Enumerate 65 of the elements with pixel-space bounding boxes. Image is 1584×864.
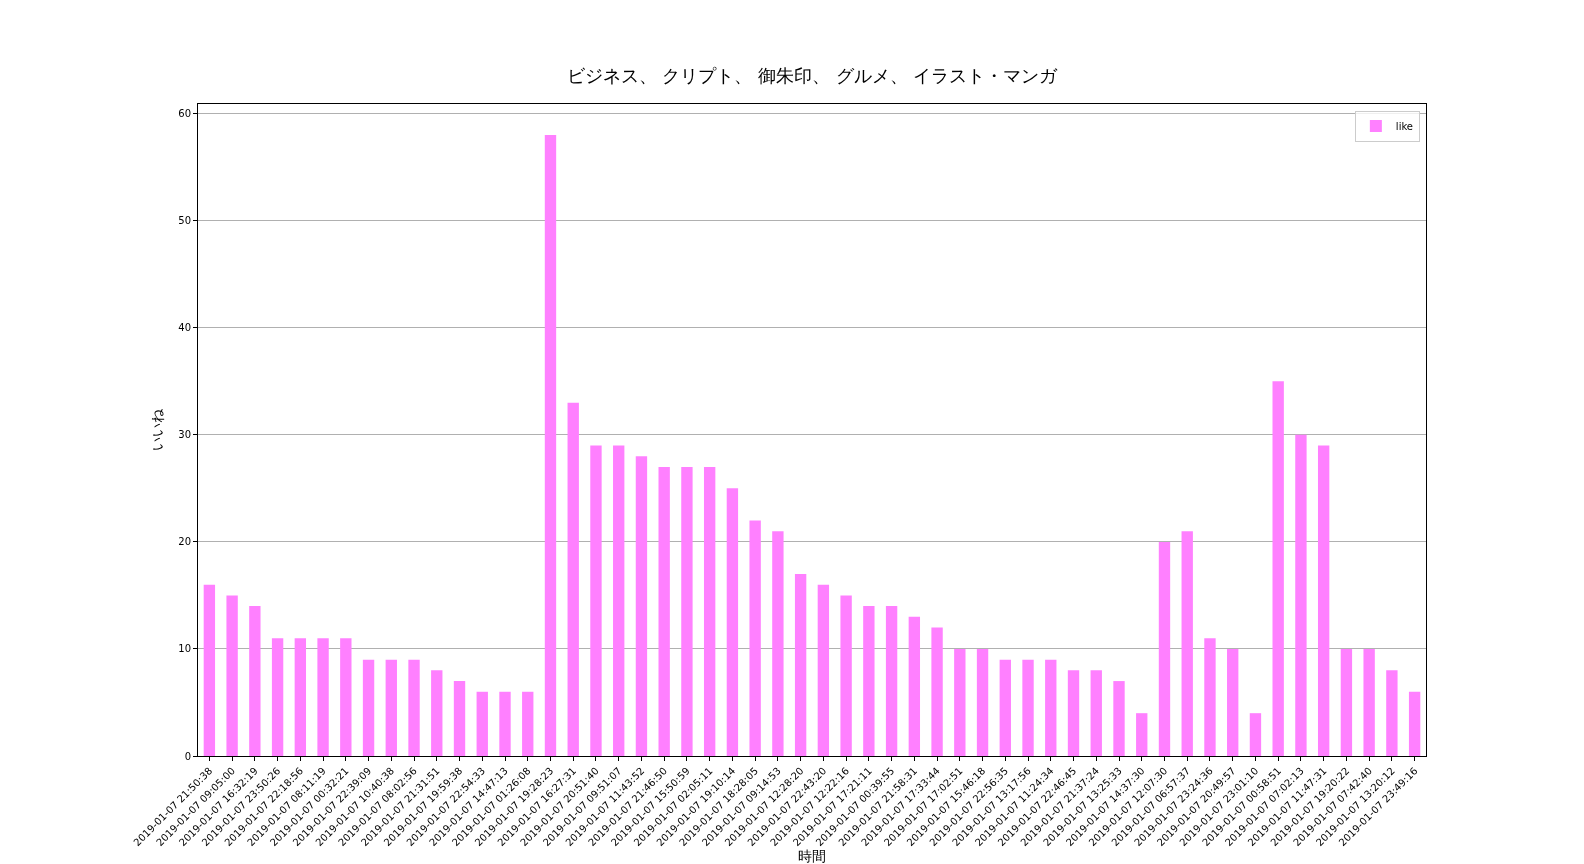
- bar: [1295, 434, 1307, 756]
- bar: [1249, 713, 1262, 756]
- y-axis-title: いいね: [148, 408, 165, 451]
- bar: [1022, 659, 1034, 756]
- bar: [1113, 681, 1125, 756]
- bar: [1317, 445, 1330, 756]
- bar: [362, 659, 375, 756]
- bar: [863, 606, 875, 756]
- y-tick-label: 10: [178, 643, 191, 655]
- bar: [385, 659, 397, 756]
- bar: [613, 445, 625, 756]
- bar: [1408, 691, 1421, 756]
- y-tick-label: 0: [184, 750, 191, 762]
- bar: [1204, 638, 1216, 756]
- bar: [271, 638, 284, 756]
- bar: [1045, 659, 1057, 756]
- bar: [840, 595, 852, 756]
- bar: [1136, 713, 1148, 756]
- y-tick-label: 30: [178, 429, 191, 441]
- bar: [499, 691, 511, 756]
- bar: [453, 681, 466, 756]
- bar: [1227, 648, 1239, 756]
- y-tick-label: 40: [178, 322, 191, 334]
- bar: [544, 135, 557, 756]
- bar: [590, 445, 602, 756]
- bar: [726, 488, 739, 756]
- chart-title: ビジネス、 クリプト、 御朱印、 グルメ、 イラスト・マンガ: [566, 65, 1059, 87]
- bar: [294, 638, 307, 756]
- y-tick-label: 20: [178, 536, 191, 548]
- bar: [635, 456, 648, 756]
- y-tick-label: 60: [178, 108, 191, 120]
- bar: [317, 638, 329, 756]
- bar: [681, 466, 693, 756]
- bar: [249, 606, 261, 756]
- y-tick-label: 50: [178, 215, 191, 227]
- bar: [658, 466, 670, 756]
- bar: [749, 520, 761, 756]
- bar: [408, 659, 420, 756]
- bar: [1272, 381, 1284, 756]
- bar: [1090, 670, 1102, 756]
- bar: [703, 466, 716, 756]
- bar: [1158, 541, 1171, 756]
- bar: [999, 659, 1011, 756]
- bar: [1067, 670, 1080, 756]
- bar: [908, 616, 921, 756]
- bar: [931, 627, 943, 756]
- bar: [340, 638, 352, 756]
- bar: [954, 648, 966, 756]
- bar: [794, 574, 807, 756]
- legend-label: like: [1395, 120, 1414, 132]
- x-axis-title: 時間: [798, 848, 826, 864]
- bar: [885, 606, 898, 756]
- bar: [567, 402, 579, 756]
- bar: [1363, 648, 1375, 756]
- bar: [772, 531, 784, 756]
- bar: [476, 691, 488, 756]
- bar: [817, 584, 830, 756]
- bar: [1340, 648, 1353, 756]
- bar: [1181, 531, 1193, 756]
- bar: [226, 595, 238, 756]
- bar: [1386, 670, 1398, 756]
- bar: [976, 648, 989, 756]
- bar: [203, 584, 216, 756]
- bar: [431, 670, 443, 756]
- bar: [522, 691, 534, 756]
